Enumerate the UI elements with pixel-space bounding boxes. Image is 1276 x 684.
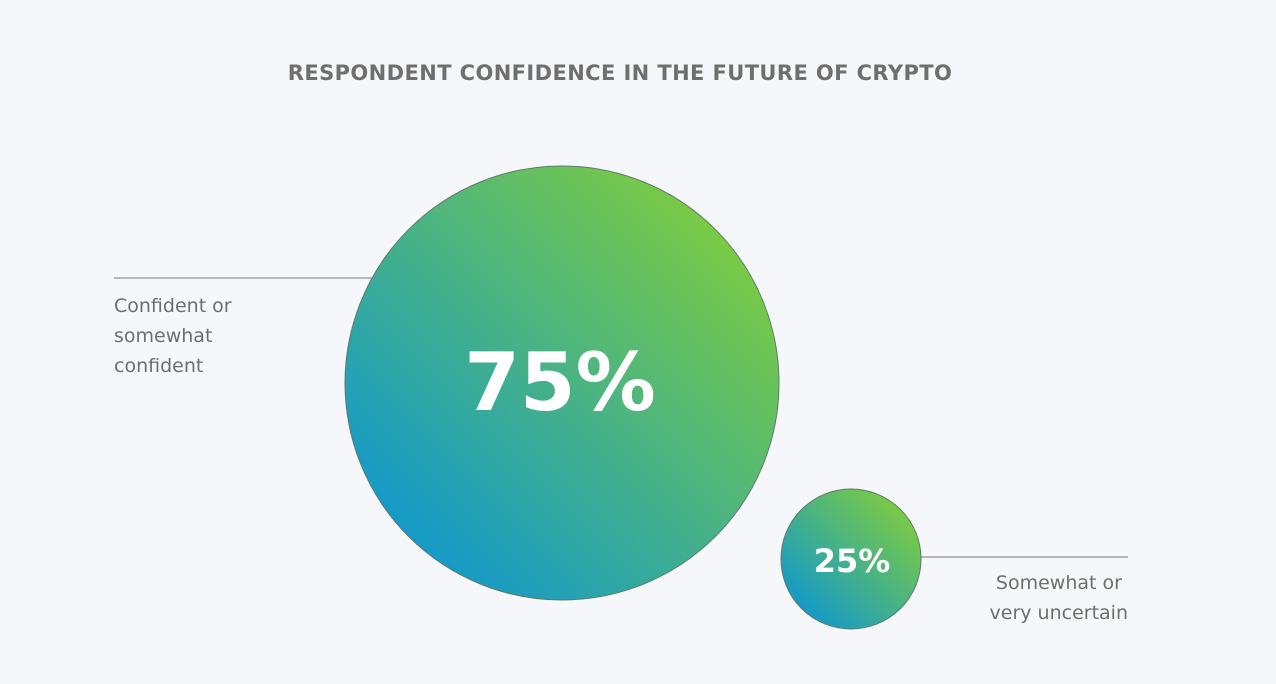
category-label-confident: Confident or somewhat confident [114, 295, 238, 377]
category-label-confident-line-1: Confident or [114, 295, 232, 317]
category-label-uncertain-line-1: Somewhat or [996, 572, 1122, 594]
category-label-confident-line-2: somewhat [114, 325, 212, 347]
category-label-uncertain: Somewhat or very uncertain [990, 572, 1128, 624]
bubble-confident [344, 165, 780, 601]
value-label-uncertain: 25% [814, 542, 891, 580]
value-label-confident: 75% [464, 336, 655, 429]
category-label-confident-line-3: confident [114, 355, 203, 377]
chart-title: RESPONDENT CONFIDENCE IN THE FUTURE OF C… [288, 61, 952, 85]
category-label-uncertain-line-2: very uncertain [990, 602, 1128, 624]
bubble-uncertain [780, 488, 922, 630]
